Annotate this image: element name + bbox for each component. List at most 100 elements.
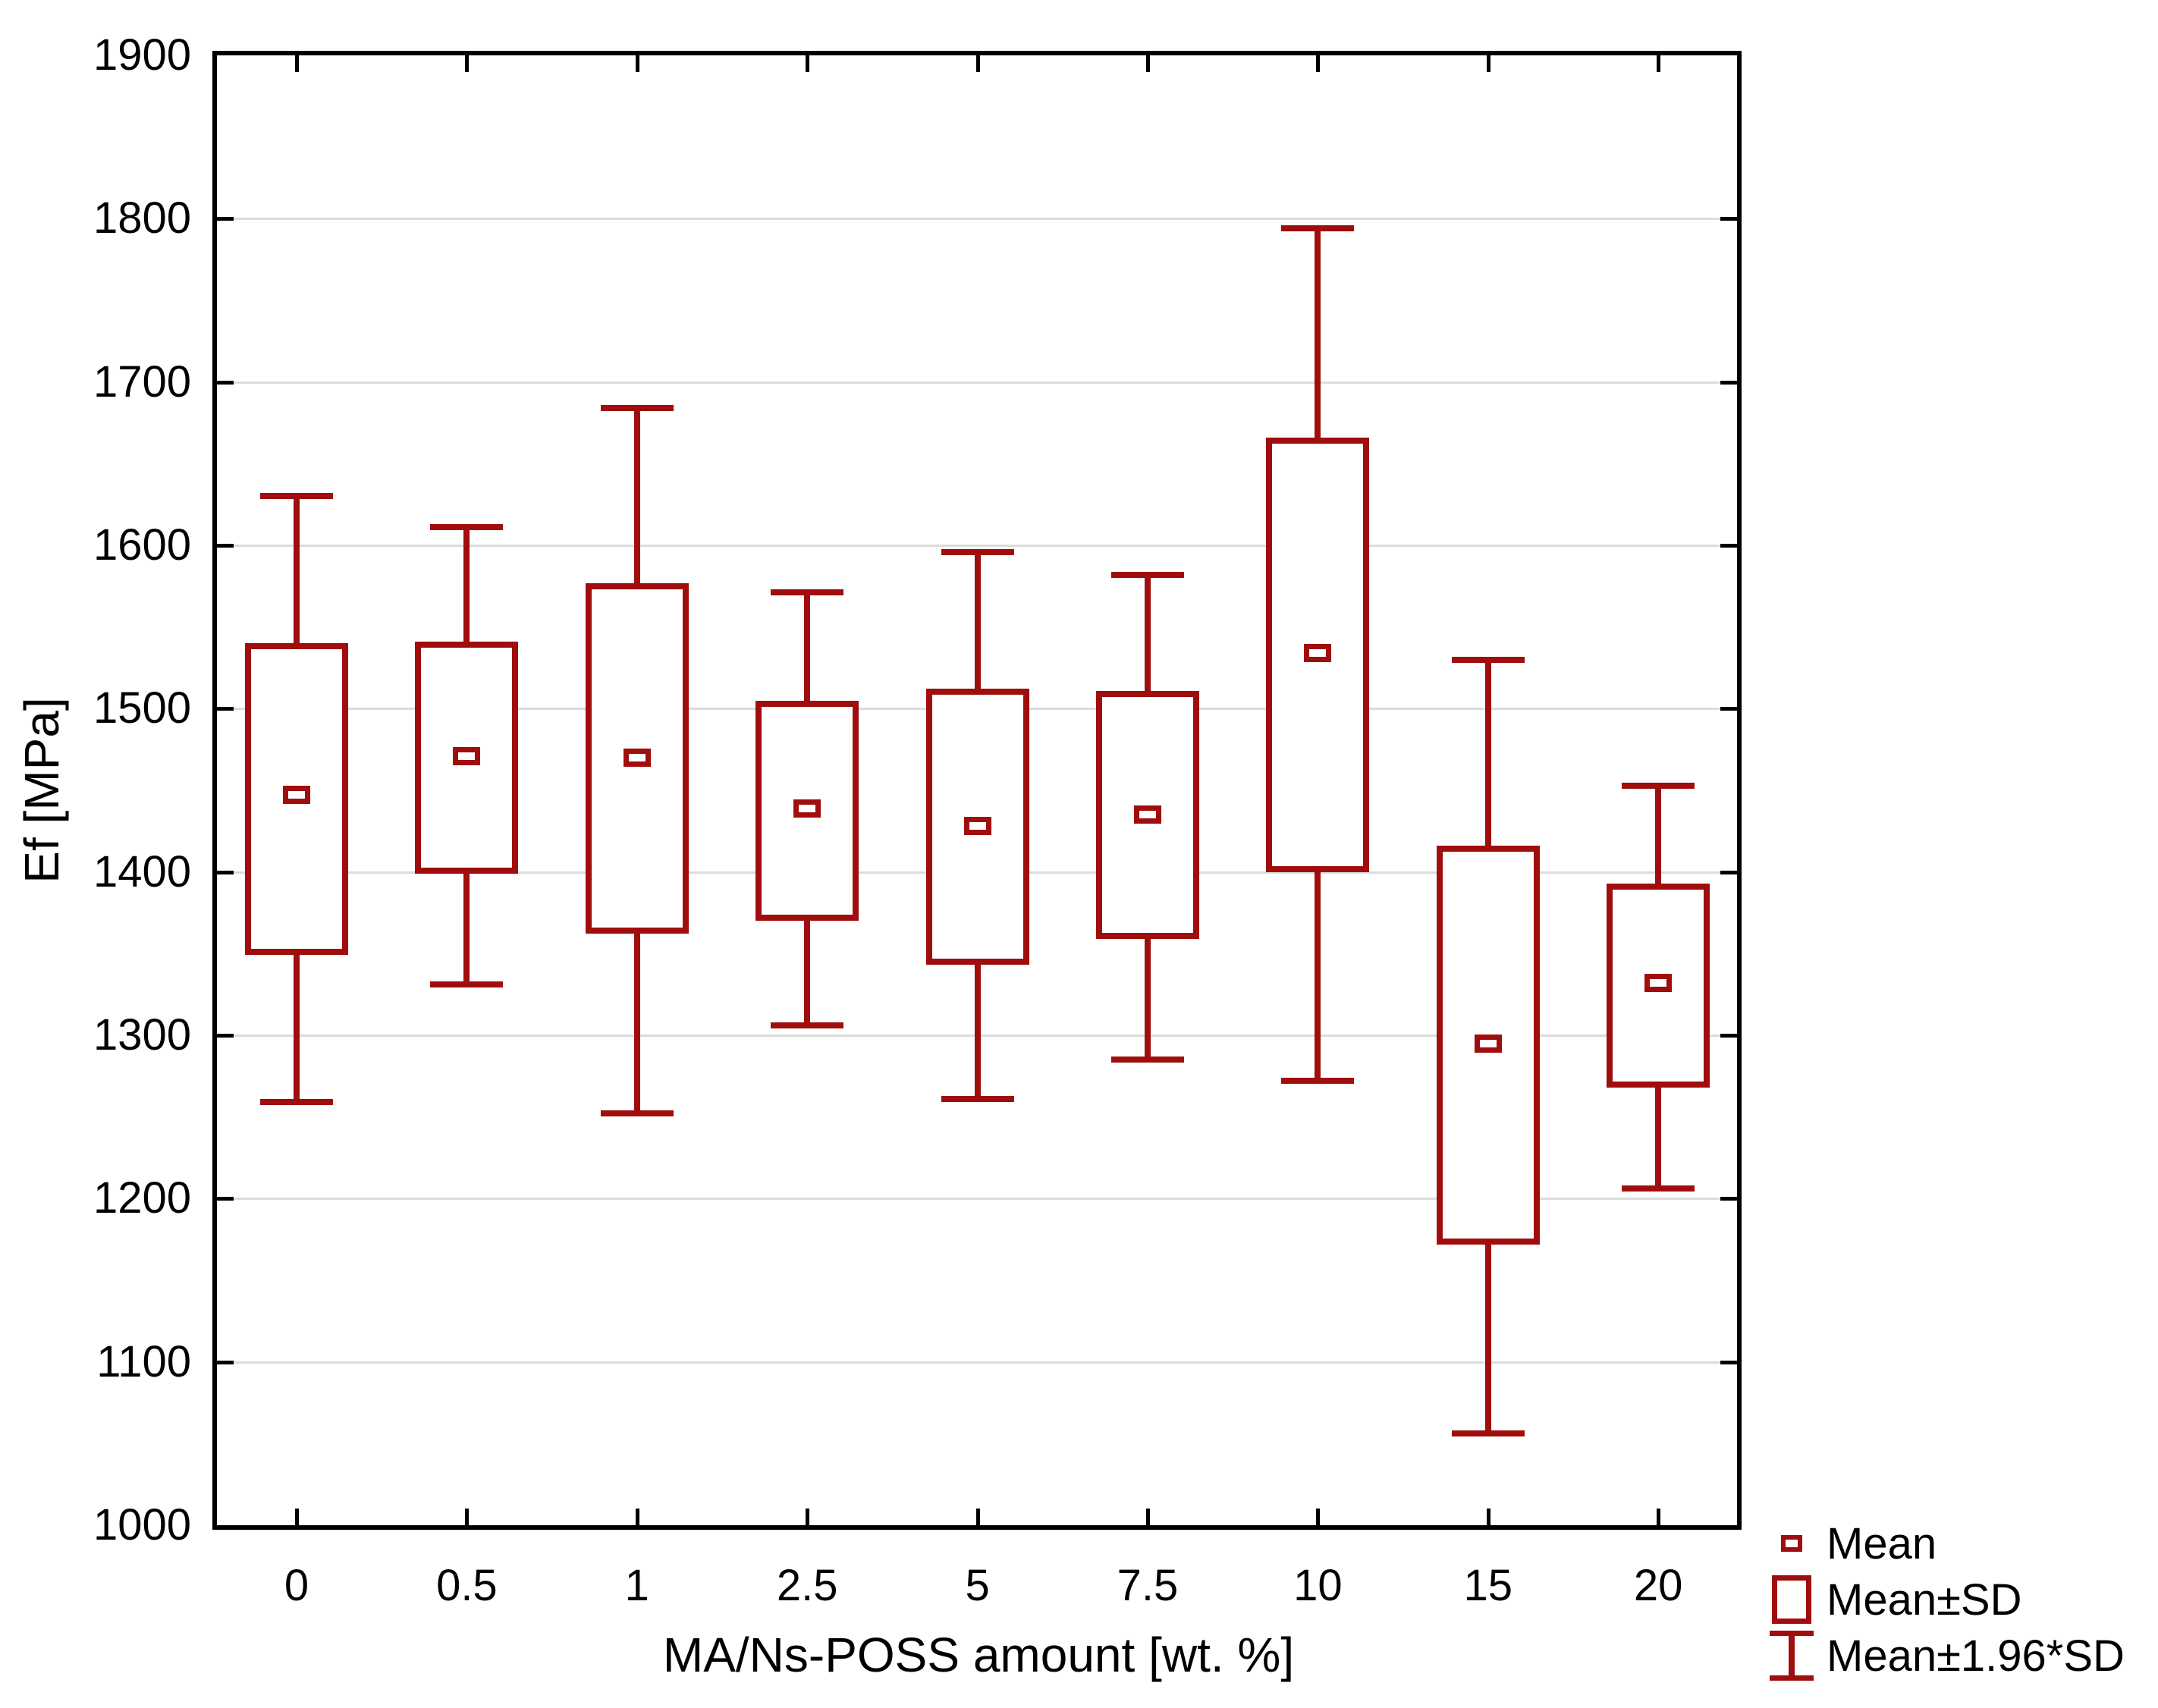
x-tick-top-0 (295, 55, 299, 72)
x-tick-top-0.5 (465, 55, 470, 72)
gridline-1200 (217, 1198, 1737, 1201)
sd-box (415, 642, 519, 874)
y-tick-left-1800 (217, 217, 234, 221)
x-tick-label-5: 5 (965, 1561, 990, 1610)
legend-row-sd-box: Mean±SD (1757, 1571, 2151, 1628)
legend-label: Mean (1827, 1518, 1937, 1568)
whisker-lower-line (294, 955, 300, 1103)
x-tick-bottom-0.5 (465, 1509, 470, 1525)
whisker-upper-cap (941, 548, 1014, 555)
y-tick-right-1600 (1720, 544, 1737, 548)
y-tick-label-1200: 1200 (93, 1173, 191, 1223)
whisker-lower-cap (600, 1110, 674, 1117)
whisker-lower-cap (771, 1022, 844, 1029)
mean-marker (793, 799, 821, 818)
y-tick-left-1200 (217, 1197, 234, 1201)
gridline-1600 (217, 545, 1737, 547)
x-tick-label-0.5: 0.5 (436, 1561, 498, 1610)
y-tick-right-1400 (1720, 870, 1737, 874)
x-tick-bottom-7.5 (1146, 1509, 1150, 1525)
whisker-lower-cap (1622, 1185, 1695, 1192)
y-tick-right-1500 (1720, 707, 1737, 711)
gridline-1100 (217, 1361, 1737, 1364)
whisker-upper-line (1145, 574, 1151, 691)
sd-box-glyph (1772, 1575, 1811, 1624)
x-tick-top-20 (1657, 55, 1661, 72)
whisker-upper-cap (1111, 571, 1184, 578)
whisker-lower-line (804, 921, 811, 1026)
whisker-upper-line (1315, 228, 1321, 438)
whisker-upper-line (974, 551, 981, 689)
whisker-upper-line (1484, 659, 1491, 846)
whisker-upper-cap (260, 493, 333, 500)
y-tick-label-1300: 1300 (93, 1010, 191, 1060)
whisker-upper-line (463, 527, 470, 642)
x-tick-top-1 (635, 55, 639, 72)
whisker-upper-cap (1451, 656, 1525, 663)
whisker-upper-cap (430, 524, 504, 531)
whisker-lower-line (463, 873, 470, 985)
whisker-upper-cap (600, 405, 674, 412)
x-tick-bottom-10 (1316, 1509, 1321, 1525)
x-tick-label-0: 0 (284, 1561, 309, 1610)
whisker-lower-cap (430, 981, 504, 988)
y-tick-label-1800: 1800 (93, 193, 191, 243)
whisker-upper-line (1655, 785, 1662, 884)
whisker-lower-cap (260, 1099, 333, 1106)
mean-marker (1644, 974, 1673, 993)
y-tick-left-1700 (217, 380, 234, 385)
whisker-upper-cap (1622, 782, 1695, 789)
y-tick-label-1900: 1900 (93, 30, 191, 80)
whisker-upper-cap (1281, 225, 1355, 232)
whisker-lower-cap (1281, 1078, 1355, 1085)
whisker-lower-cap (1451, 1430, 1525, 1437)
whisker-lower-line (633, 934, 640, 1114)
whisker-lower-cap (941, 1095, 1014, 1102)
sd-box-icon (1757, 1575, 1827, 1624)
mean-marker (1304, 644, 1332, 663)
whisker-lower-line (1484, 1244, 1491, 1434)
whisker-lower-line (1315, 871, 1321, 1082)
y-tick-label-1400: 1400 (93, 846, 191, 896)
whisker-bar-glyph (1770, 1631, 1814, 1681)
mean-marker (453, 746, 481, 765)
whisker-lower-line (1655, 1087, 1662, 1189)
x-tick-label-2.5: 2.5 (776, 1561, 838, 1610)
y-tick-left-1300 (217, 1034, 234, 1038)
y-tick-label-1600: 1600 (93, 520, 191, 570)
x-tick-top-15 (1486, 55, 1490, 72)
legend-label: Mean±SD (1827, 1575, 2022, 1625)
x-tick-bottom-0 (295, 1509, 299, 1525)
legend-row-whisker-bar: Mean±1.96*SD (1757, 1628, 2151, 1684)
y-tick-right-1200 (1720, 1197, 1737, 1201)
whisker-lower-line (1145, 938, 1151, 1060)
x-tick-label-15: 15 (1463, 1561, 1513, 1610)
x-tick-label-20: 20 (1633, 1561, 1683, 1610)
x-tick-bottom-2.5 (806, 1509, 810, 1525)
y-tick-left-1100 (217, 1360, 234, 1364)
mean-marker (1134, 805, 1161, 824)
y-tick-right-1700 (1720, 380, 1737, 385)
mean-square-glyph (1781, 1535, 1802, 1552)
y-tick-label-1500: 1500 (93, 683, 191, 733)
y-tick-right-1100 (1720, 1360, 1737, 1364)
whisker-upper-line (804, 592, 811, 701)
legend-label: Mean±1.96*SD (1827, 1631, 2125, 1681)
x-tick-top-2.5 (806, 55, 810, 72)
whisker-upper-line (633, 408, 640, 583)
x-tick-label-1: 1 (624, 1561, 649, 1610)
x-tick-bottom-1 (635, 1509, 639, 1525)
mean-marker (283, 786, 310, 805)
y-tick-label-1000: 1000 (93, 1500, 191, 1549)
gridline-1700 (217, 381, 1737, 384)
y-tick-label-1700: 1700 (93, 356, 191, 407)
gridline-1800 (217, 218, 1737, 221)
x-tick-top-10 (1316, 55, 1321, 72)
x-tick-bottom-20 (1657, 1509, 1661, 1525)
x-tick-bottom-15 (1486, 1509, 1490, 1525)
whisker-upper-cap (771, 589, 844, 596)
mean-marker (1474, 1034, 1502, 1053)
y-tick-right-1300 (1720, 1034, 1737, 1038)
y-tick-left-1600 (217, 544, 234, 548)
